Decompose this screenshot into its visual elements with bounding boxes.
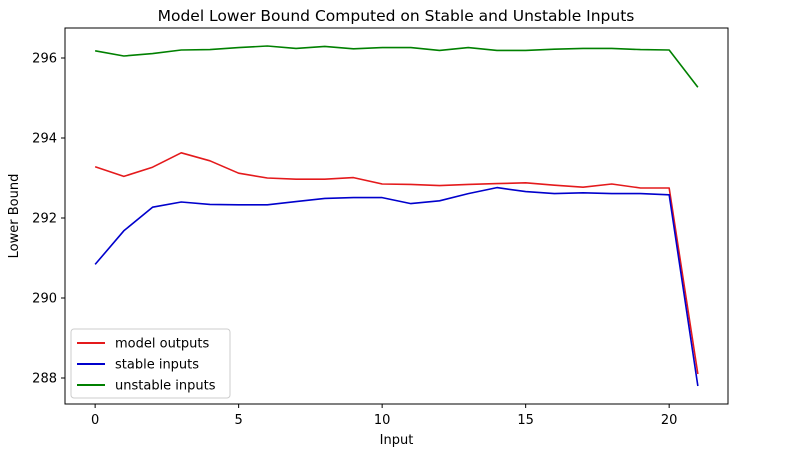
y-tick-label: 292 xyxy=(32,212,57,227)
x-axis-label: Input xyxy=(380,433,414,448)
y-tick-label: 288 xyxy=(32,372,57,387)
legend-frame xyxy=(70,328,231,399)
y-axis-label: Lower Bound xyxy=(7,174,22,259)
y-tick-label: 290 xyxy=(32,292,57,307)
series-line-unstable-inputs xyxy=(94,45,699,88)
series-line-stable-inputs xyxy=(94,186,699,387)
x-tick-label: 15 xyxy=(517,413,534,428)
plot-area: 0 5 10 15 20 288 290 292 294 296 xyxy=(32,27,729,428)
chart-title: Model Lower Bound Computed on Stable and… xyxy=(158,7,635,25)
y-tick-label: 294 xyxy=(32,132,57,147)
x-tick-label: 5 xyxy=(235,413,243,428)
x-tick-label: 10 xyxy=(374,413,391,428)
legend-label-model-outputs: model outputs xyxy=(115,337,209,352)
y-tick-label: 296 xyxy=(32,52,57,67)
legend: model outputs stable inputs unstable inp… xyxy=(70,328,231,399)
x-axis-ticks: 0 5 10 15 20 xyxy=(91,404,677,428)
series-line-model-outputs xyxy=(94,152,699,375)
plot-frame xyxy=(64,27,729,405)
x-tick-label: 20 xyxy=(661,413,678,428)
series-lines xyxy=(94,45,699,387)
x-tick-label: 0 xyxy=(91,413,99,428)
legend-label-unstable-inputs: unstable inputs xyxy=(115,379,216,394)
legend-label-stable-inputs: stable inputs xyxy=(115,358,199,373)
y-axis-ticks: 288 290 292 294 296 xyxy=(32,52,65,387)
